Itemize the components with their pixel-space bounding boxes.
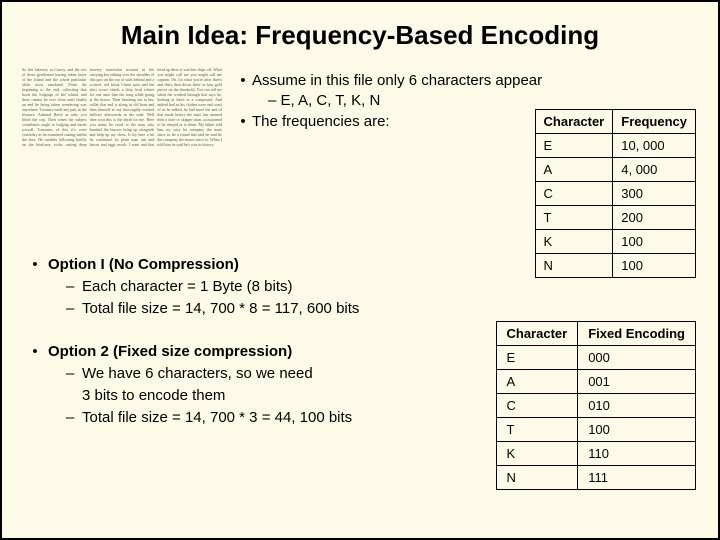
cell: 001	[578, 370, 696, 394]
dash-icon: –	[66, 276, 82, 298]
cell: C	[496, 394, 578, 418]
cell: 300	[613, 182, 696, 206]
table-header-row: Character Frequency	[535, 110, 695, 134]
dash-icon: –	[66, 407, 82, 429]
table-row: C300	[535, 182, 695, 206]
col-character: Character	[535, 110, 613, 134]
dash-icon: –	[66, 363, 82, 385]
table-row: K100	[535, 230, 695, 254]
table-row: E10, 000	[535, 134, 695, 158]
cell: 111	[578, 466, 696, 490]
option-2-sub1b: 3 bits to encode them	[82, 385, 225, 407]
option-2-sub2: Total file size = 14, 700 * 3 = 44, 100 …	[82, 407, 352, 429]
cell: K	[496, 442, 578, 466]
table-row: K110	[496, 442, 696, 466]
cell: 4, 000	[613, 158, 696, 182]
cell: 200	[613, 206, 696, 230]
cell: T	[496, 418, 578, 442]
bullet-icon: •	[234, 71, 252, 91]
cell: 000	[578, 346, 696, 370]
option-1-title: Option I (No Compression)	[48, 254, 239, 276]
cell: K	[535, 230, 613, 254]
cell: 110	[578, 442, 696, 466]
option-1-sub2: Total file size = 14, 700 * 8 = 117, 600…	[82, 298, 359, 320]
cell: N	[535, 254, 613, 278]
table-row: N111	[496, 466, 696, 490]
table-row: T100	[496, 418, 696, 442]
cell: E	[496, 346, 578, 370]
bullet-icon: •	[234, 112, 252, 132]
option-2-title: Option 2 (Fixed size compression)	[48, 341, 292, 363]
encoding-table: Character Fixed Encoding E000 A001 C010 …	[496, 321, 697, 490]
cell: A	[496, 370, 578, 394]
assume-line: Assume in this file only 6 characters ap…	[252, 71, 542, 91]
dash-icon: –	[268, 92, 281, 109]
cell: C	[535, 182, 613, 206]
col-frequency: Frequency	[613, 110, 696, 134]
table-row: A001	[496, 370, 696, 394]
option-1-sub1: Each character = 1 Byte (8 bits)	[82, 276, 293, 298]
dash-icon: –	[66, 298, 82, 320]
cell: 10, 000	[613, 134, 696, 158]
table-row: A4, 000	[535, 158, 695, 182]
table-row: E000	[496, 346, 696, 370]
char-list: E, A, C, T, K, N	[281, 92, 381, 109]
cell: N	[496, 466, 578, 490]
bullet-icon: •	[22, 341, 48, 363]
cell: E	[535, 134, 613, 158]
cell: 100	[578, 418, 696, 442]
content-area: So lies fakeway in Cawey, and the rest o…	[2, 57, 718, 428]
col-character: Character	[496, 322, 578, 346]
table-row: T200	[535, 206, 695, 230]
table-row: C010	[496, 394, 696, 418]
col-encoding: Fixed Encoding	[578, 322, 696, 346]
frequency-table: Character Frequency E10, 000 A4, 000 C30…	[535, 109, 696, 278]
blank	[66, 385, 82, 407]
cell: T	[535, 206, 613, 230]
slide-title: Main Idea: Frequency-Based Encoding	[2, 2, 718, 57]
table-header-row: Character Fixed Encoding	[496, 322, 696, 346]
option-2-sub1a: We have 6 characters, so we need	[82, 363, 313, 385]
sample-text-block: So lies fakeway in Cawey, and the rest o…	[22, 67, 222, 222]
cell: 010	[578, 394, 696, 418]
frequencies-line: The frequencies are:	[252, 112, 390, 132]
cell: 100	[613, 254, 696, 278]
bullet-icon: •	[22, 254, 48, 276]
table-row: N100	[535, 254, 695, 278]
cell: A	[535, 158, 613, 182]
cell: 100	[613, 230, 696, 254]
